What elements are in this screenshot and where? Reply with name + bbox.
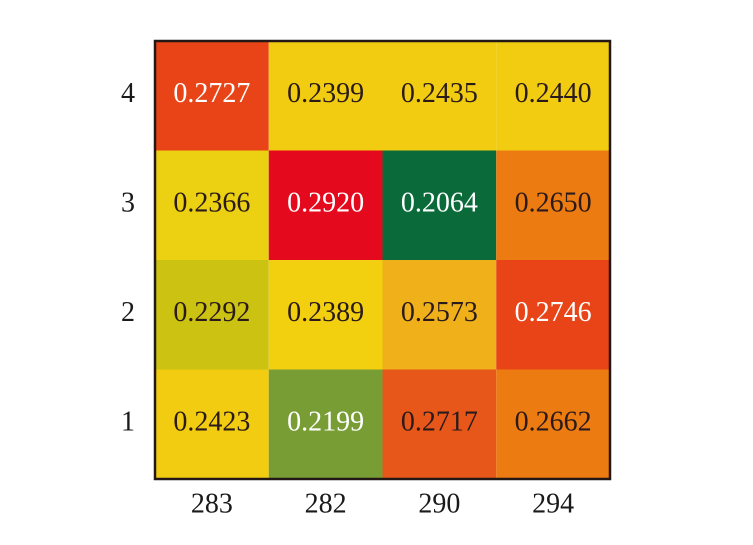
cell-label: 0.2440	[515, 78, 592, 109]
cell-label: 0.2573	[401, 297, 478, 328]
x-tick-label: 282	[305, 488, 347, 519]
cell-label: 0.2662	[515, 407, 592, 438]
y-tick-label: 4	[121, 78, 135, 109]
x-tick-label: 294	[532, 488, 574, 519]
heatmap-cell	[382, 260, 497, 370]
y-tick-label: 3	[121, 188, 135, 219]
heatmap-cell	[382, 41, 497, 151]
cell-label: 0.2423	[173, 407, 250, 438]
cell-label: 0.2389	[287, 297, 364, 328]
heatmap-cell	[382, 150, 497, 260]
heatmap-cell	[268, 369, 383, 479]
cell-label: 0.2366	[173, 188, 250, 219]
plot-frame	[153, 39, 612, 481]
heatmap-cell	[496, 369, 610, 479]
cell-label: 0.2920	[287, 188, 364, 219]
heatmap-cell	[496, 260, 610, 370]
y-tick-label: 2	[121, 297, 135, 328]
cell-label: 0.2199	[287, 407, 364, 438]
heatmap-cell	[155, 260, 269, 370]
heatmap-cell	[268, 260, 383, 370]
cell-label: 0.2399	[287, 78, 364, 109]
cell-label: 0.2064	[401, 188, 478, 219]
heatmap-cell	[382, 369, 497, 479]
cell-label: 0.2717	[401, 407, 478, 438]
heatmap-cell	[155, 369, 269, 479]
heatmap-cell	[155, 41, 269, 151]
heatmap-cell	[268, 150, 383, 260]
heatmap-cell	[155, 150, 269, 260]
y-tick-label: 1	[121, 407, 135, 438]
cell-label: 0.2650	[515, 188, 592, 219]
heatmap-cell	[496, 150, 610, 260]
heatmap-cell	[496, 41, 610, 151]
cell-label: 0.2727	[173, 78, 250, 109]
x-tick-label: 290	[418, 488, 460, 519]
cell-label: 0.2292	[173, 297, 250, 328]
cell-label: 0.2435	[401, 78, 478, 109]
cell-label: 0.2746	[515, 297, 592, 328]
x-tick-label: 283	[191, 488, 233, 519]
heatmap-cell	[268, 41, 383, 151]
